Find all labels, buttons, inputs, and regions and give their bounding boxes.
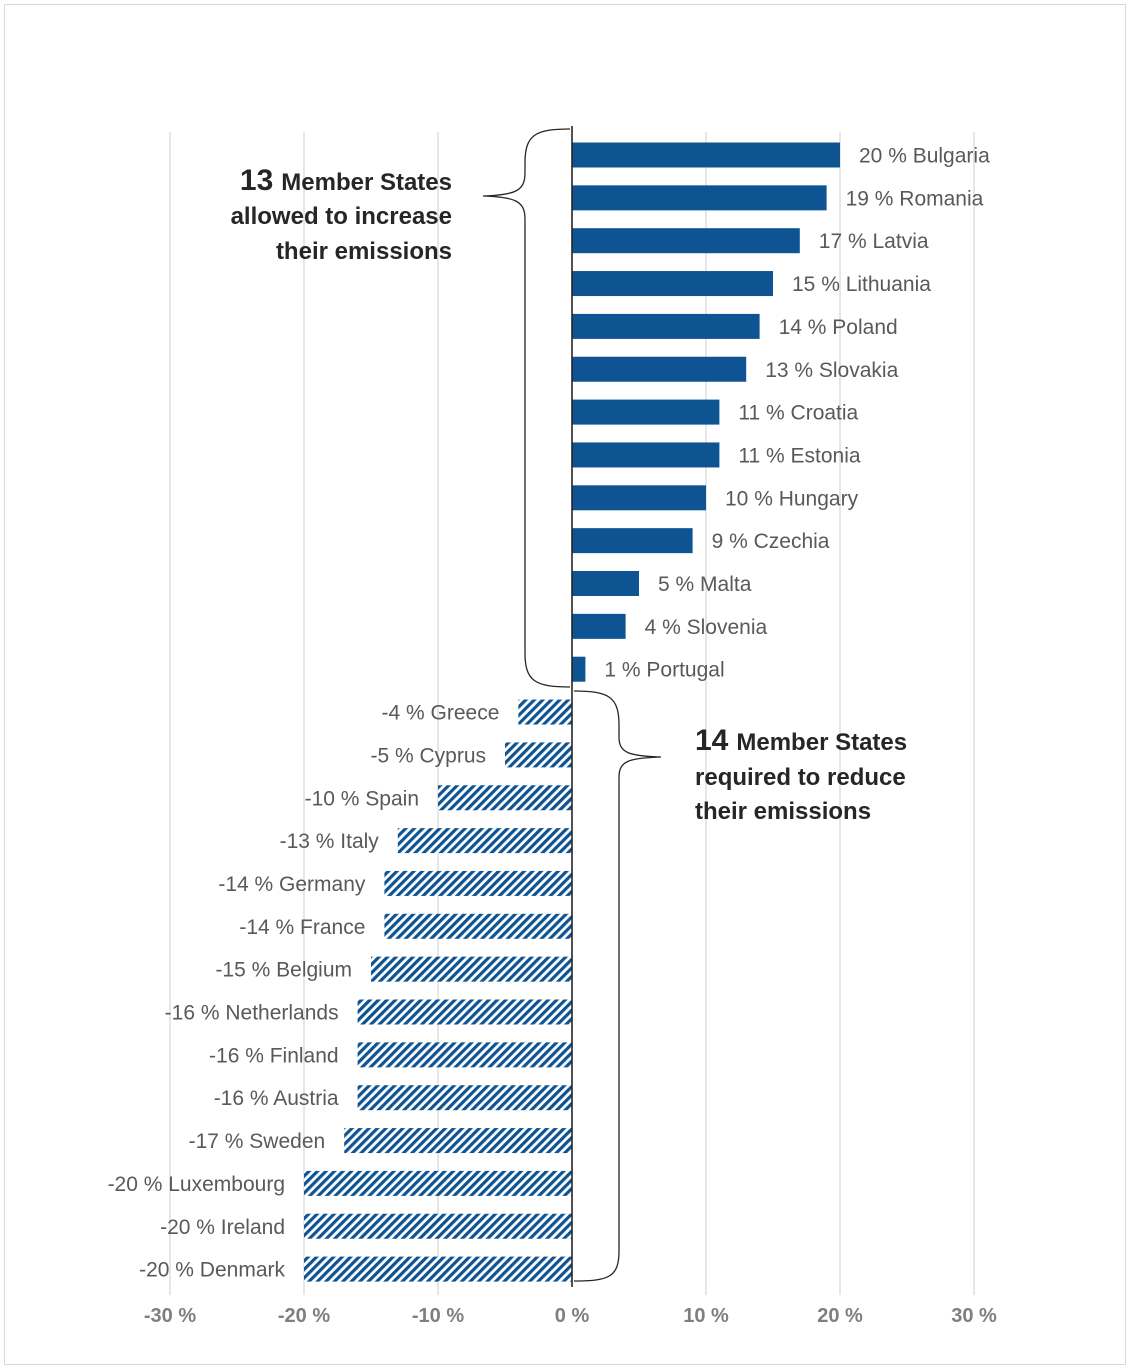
annotation-reduce-title: 14 Member States	[695, 724, 907, 757]
bar-label-croatia: 11 % Croatia	[738, 402, 858, 425]
bar-label-malta: 5 % Malta	[658, 573, 752, 596]
x-tick-label: 30 %	[951, 1305, 997, 1327]
bar-belgium	[371, 956, 572, 982]
annotation-increase-title: 13 Member States	[240, 164, 452, 197]
bar-netherlands	[357, 999, 572, 1025]
x-tick-label: 0 %	[555, 1305, 590, 1327]
bar-label-romania: 19 % Romania	[846, 187, 984, 210]
bar-denmark	[304, 1256, 572, 1282]
bar-latvia	[572, 228, 800, 254]
bar-poland	[572, 313, 760, 339]
x-tick-label: -20 %	[278, 1305, 330, 1327]
bar-estonia	[572, 442, 720, 468]
bar-label-austria: -16 % Austria	[214, 1087, 339, 1110]
bar-label-estonia: 11 % Estonia	[738, 444, 861, 467]
bar-czechia	[572, 528, 693, 554]
bar-label-latvia: 17 % Latvia	[819, 230, 929, 253]
bar-malta	[572, 571, 639, 596]
bar-label-finland: -16 % Finland	[209, 1044, 339, 1067]
bar-label-greece: -4 % Greece	[382, 702, 500, 725]
bar-france	[384, 913, 572, 939]
bar-lithuania	[572, 271, 773, 297]
bar-romania	[572, 185, 827, 211]
bar-label-denmark: -20 % Denmark	[139, 1259, 285, 1282]
bar-label-hungary: 10 % Hungary	[725, 487, 859, 510]
x-tick-label: 20 %	[817, 1305, 863, 1327]
bar-label-lithuania: 15 % Lithuania	[792, 273, 931, 296]
bar-greece	[518, 699, 572, 725]
bar-label-poland: 14 % Poland	[779, 316, 898, 339]
brace-reduce	[573, 690, 662, 1282]
bar-finland	[357, 1042, 572, 1068]
bar-label-czechia: 9 % Czechia	[712, 530, 830, 553]
bar-label-sweden: -17 % Sweden	[189, 1130, 326, 1153]
bar-austria	[357, 1085, 572, 1111]
bar-label-bulgaria: 20 % Bulgaria	[859, 145, 990, 168]
x-axis-ticks: -30 % -20 % -10 % 0 % 10 % 20 % 30 %	[144, 1305, 997, 1327]
annotation-reduce-line: their emissions	[695, 798, 871, 825]
bar-spain	[438, 785, 572, 811]
bar-label-slovakia: 13 % Slovakia	[765, 359, 898, 382]
x-tick-label: 10 %	[683, 1305, 729, 1327]
annotation-increase-line: their emissions	[276, 238, 452, 265]
bar-label-belgium: -15 % Belgium	[215, 959, 352, 982]
x-tick-label: -10 %	[412, 1305, 464, 1327]
bar-label-germany: -14 % Germany	[218, 873, 366, 896]
bar-italy	[397, 828, 572, 854]
annotation-reduce-line: required to reduce	[695, 764, 906, 791]
chart-frame: 20 % Bulgaria 19 % Romania 17 % Latvia 15 %…	[4, 4, 1126, 1365]
bar-slovenia	[572, 613, 626, 639]
bar-label-italy: -13 % Italy	[280, 830, 380, 853]
bar-label-luxembourg: -20 % Luxembourg	[108, 1173, 285, 1196]
bar-bulgaria	[572, 142, 840, 168]
bar-labels: 20 % Bulgaria 19 % Romania 17 % Latvia 15 %…	[108, 145, 991, 1282]
bar-label-ireland: -20 % Ireland	[160, 1216, 285, 1239]
bar-sweden	[344, 1128, 572, 1154]
bar-slovakia	[572, 356, 747, 382]
bar-label-netherlands: -16 % Netherlands	[165, 1002, 339, 1025]
bar-germany	[384, 870, 572, 896]
annotations: 13 Member States allowed to increase their …	[231, 128, 907, 1282]
brace-increase	[482, 128, 571, 688]
bar-label-spain: -10 % Spain	[305, 787, 419, 810]
x-tick-label: -30 %	[144, 1305, 196, 1327]
bar-cyprus	[505, 742, 572, 768]
bar-portugal	[572, 656, 586, 682]
bar-label-slovenia: 4 % Slovenia	[645, 616, 768, 639]
bar-label-france: -14 % France	[239, 916, 365, 939]
bar-croatia	[572, 399, 720, 425]
bar-ireland	[304, 1213, 572, 1239]
annotation-increase-line: allowed to increase	[231, 203, 452, 230]
bar-hungary	[572, 485, 706, 511]
chart-svg: 20 % Bulgaria 19 % Romania 17 % Latvia 15 %…	[108, 126, 997, 1327]
bars	[304, 142, 840, 1282]
bar-label-portugal: 1 % Portugal	[604, 659, 724, 682]
bar-label-cyprus: -5 % Cyprus	[370, 744, 486, 767]
bar-luxembourg	[304, 1170, 572, 1196]
